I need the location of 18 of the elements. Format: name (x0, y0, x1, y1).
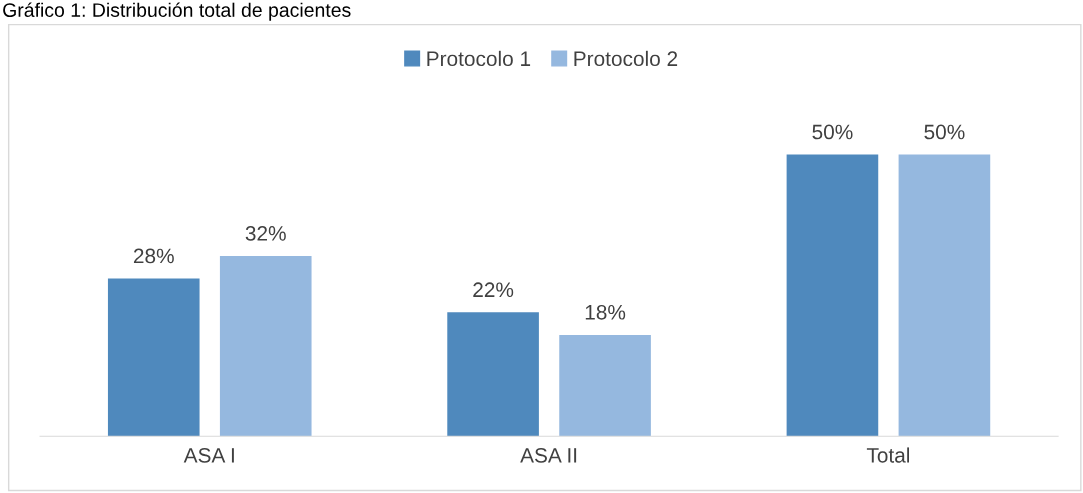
bar (898, 154, 991, 437)
data-label: 18% (585, 304, 626, 320)
data-label: 50% (924, 124, 965, 140)
bar (219, 256, 312, 437)
legend-label: Protocolo 1 (427, 50, 531, 67)
data-label: 50% (812, 124, 853, 140)
chart-title: Gráfico 1: Distribución total de pacientes (3, 2, 351, 21)
data-label: 22% (473, 282, 514, 298)
x-tick-label: ASA II (520, 447, 577, 463)
bar (107, 278, 200, 437)
bar (447, 312, 539, 437)
x-tick-label: Total (866, 447, 910, 463)
data-label: 32% (245, 226, 286, 241)
data-label: 28% (133, 248, 174, 264)
x-tick-label: ASA I (183, 447, 234, 463)
bar (559, 334, 651, 437)
bar (786, 154, 879, 437)
legend-label: Protocolo 2 (574, 50, 678, 67)
